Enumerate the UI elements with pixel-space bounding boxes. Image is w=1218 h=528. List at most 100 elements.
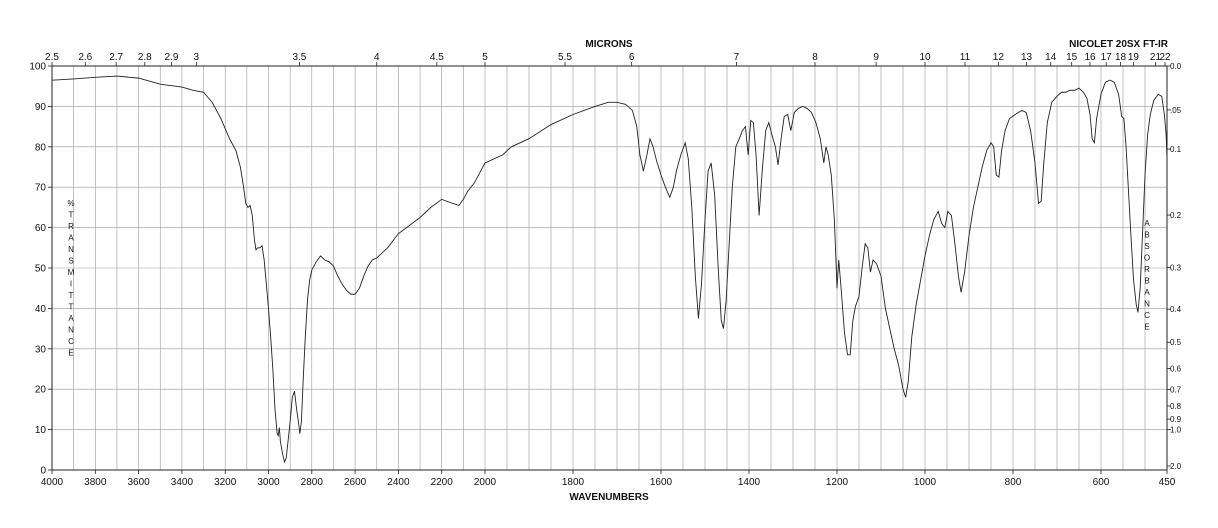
bottom-tick-label: 1000 — [914, 477, 937, 488]
top-tick-label: 2.7 — [109, 52, 123, 63]
axis-label-letter: O — [1144, 254, 1150, 263]
right-tick-label: 0.4 — [1170, 305, 1182, 314]
axis-label-letter: T — [69, 303, 74, 312]
top-tick-label: 8 — [812, 52, 818, 63]
transmittance-ticks: 0 10 20 30 40 50 60 70 80 90 100 — [29, 62, 52, 477]
axis-label-letter: N — [1144, 300, 1150, 309]
axis-label-letter: C — [1144, 311, 1150, 320]
top-tick-label: 21 — [1150, 52, 1162, 63]
top-tick-label: 17 — [1101, 52, 1113, 63]
axis-label-letter: N — [68, 326, 74, 335]
right-tick-label: 2.0 — [1170, 462, 1182, 471]
right-tick-label: 0.5 — [1170, 338, 1182, 347]
top-tick-label: 9 — [873, 52, 879, 63]
axis-label-letter: I — [70, 280, 72, 289]
left-tick-label: 100 — [29, 62, 46, 73]
top-tick-label: 22 — [1159, 52, 1171, 63]
spectrum-line — [51, 75, 1168, 464]
top-tick-label: 13 — [1021, 52, 1033, 63]
bottom-tick-label: 2600 — [344, 477, 367, 488]
bottom-tick-label: 2800 — [301, 477, 324, 488]
bottom-tick-label: 3600 — [127, 477, 150, 488]
axis-label-letter: T — [69, 291, 74, 300]
top-tick-label: 2.5 — [45, 52, 59, 63]
right-tick-label: 0.9 — [1170, 415, 1182, 424]
top-tick-label: 10 — [919, 52, 931, 63]
axis-label-letter: % — [67, 199, 74, 208]
left-tick-label: 70 — [35, 183, 47, 194]
right-tick-label: 0.6 — [1170, 365, 1182, 374]
top-tick-label: 3 — [194, 52, 200, 63]
left-tick-label: 90 — [35, 102, 47, 113]
instrument-label: NICOLET 20SX FT-IR — [1069, 39, 1169, 50]
axis-label-letter: S — [68, 257, 73, 266]
axis-label-letter: B — [1144, 231, 1149, 240]
axis-label-letter: A — [68, 234, 74, 243]
right-tick-label: 0.1 — [1170, 145, 1182, 154]
wavenumber-ticks: 4000 3800 3600 3400 3200 3000 2800 2600 2400 2200… — [41, 470, 1176, 488]
right-tick-label: 0.2 — [1170, 211, 1182, 220]
absorbance-ticks: 0.0 .05 0.1 0.2 0.3 0.4 0.5 0.6 0.7 0.8 0.9 1.0 2.0 — [1167, 62, 1182, 471]
left-tick-label: 40 — [35, 304, 47, 315]
top-tick-label: 15 — [1066, 52, 1078, 63]
top-tick-label: 14 — [1045, 52, 1057, 63]
right-tick-label: .05 — [1170, 106, 1182, 115]
axis-label-letter: R — [68, 222, 74, 231]
bottom-tick-label: 1200 — [826, 477, 849, 488]
top-tick-label: 18 — [1115, 52, 1127, 63]
bottom-tick-label: 3200 — [214, 477, 237, 488]
axis-label-letter: N — [68, 245, 74, 254]
top-tick-label: 2.6 — [78, 52, 92, 63]
axis-label-letter: R — [1144, 265, 1150, 274]
bottom-tick-label: 3000 — [257, 477, 280, 488]
left-tick-label: 60 — [35, 223, 47, 234]
top-tick-label: 7 — [734, 52, 740, 63]
bottom-tick-label: 4000 — [41, 477, 64, 488]
axis-label-letter: A — [1144, 219, 1150, 228]
top-tick-label: 4.5 — [430, 52, 444, 63]
top-tick-label: 6 — [629, 52, 635, 63]
bottom-tick-label: 800 — [1005, 477, 1022, 488]
axis-label-letter: C — [68, 337, 74, 346]
bottom-tick-label: 3800 — [84, 477, 107, 488]
bottom-tick-label: 2200 — [431, 477, 454, 488]
axis-label-letter: M — [68, 268, 75, 277]
top-tick-label: 5 — [482, 52, 488, 63]
top-tick-label: 2.9 — [164, 52, 178, 63]
axis-label-letter: B — [1144, 277, 1149, 286]
top-tick-label: 16 — [1084, 52, 1096, 63]
bottom-tick-label: 3400 — [171, 477, 194, 488]
bottom-tick-label: 1600 — [650, 477, 673, 488]
micron-ticks: 2.5 2.6 2.7 2.8 2.9 3 3.5 4 4.5 5 5.5 6 7 8 9 10 11 12 13 1… — [45, 52, 1171, 66]
top-tick-label: 5.5 — [558, 52, 572, 63]
top-tick-label: 19 — [1128, 52, 1140, 63]
top-tick-label: 12 — [993, 52, 1005, 63]
right-tick-label: 0.3 — [1170, 264, 1182, 273]
right-tick-label: 0.7 — [1170, 385, 1182, 394]
axis-label-letter: T — [69, 211, 74, 220]
right-tick-label: 0.8 — [1170, 402, 1182, 411]
top-tick-label: 11 — [960, 52, 971, 63]
grid-lines — [52, 65, 1167, 471]
left-tick-label: 30 — [35, 344, 47, 355]
bottom-axis-title: WAVENUMBERS — [569, 492, 649, 503]
bottom-tick-label: 1800 — [562, 477, 585, 488]
axis-label-letter: S — [1144, 242, 1149, 251]
left-tick-label: 80 — [35, 142, 47, 153]
left-tick-label: 20 — [35, 385, 47, 396]
top-tick-label: 4 — [374, 52, 380, 63]
bottom-tick-label: 2000 — [474, 477, 497, 488]
axis-label-letter: E — [68, 349, 73, 358]
left-tick-label: 50 — [35, 264, 47, 275]
right-tick-label: 1.0 — [1170, 426, 1182, 435]
top-tick-label: 3.5 — [292, 52, 306, 63]
right-tick-label: 0.0 — [1170, 62, 1182, 71]
bottom-tick-label: 450 — [1159, 477, 1176, 488]
bottom-tick-label: 2400 — [387, 477, 410, 488]
axis-label-letter: A — [68, 314, 74, 323]
top-tick-label: 2.8 — [138, 52, 152, 63]
bottom-tick-label: 1400 — [738, 477, 761, 488]
